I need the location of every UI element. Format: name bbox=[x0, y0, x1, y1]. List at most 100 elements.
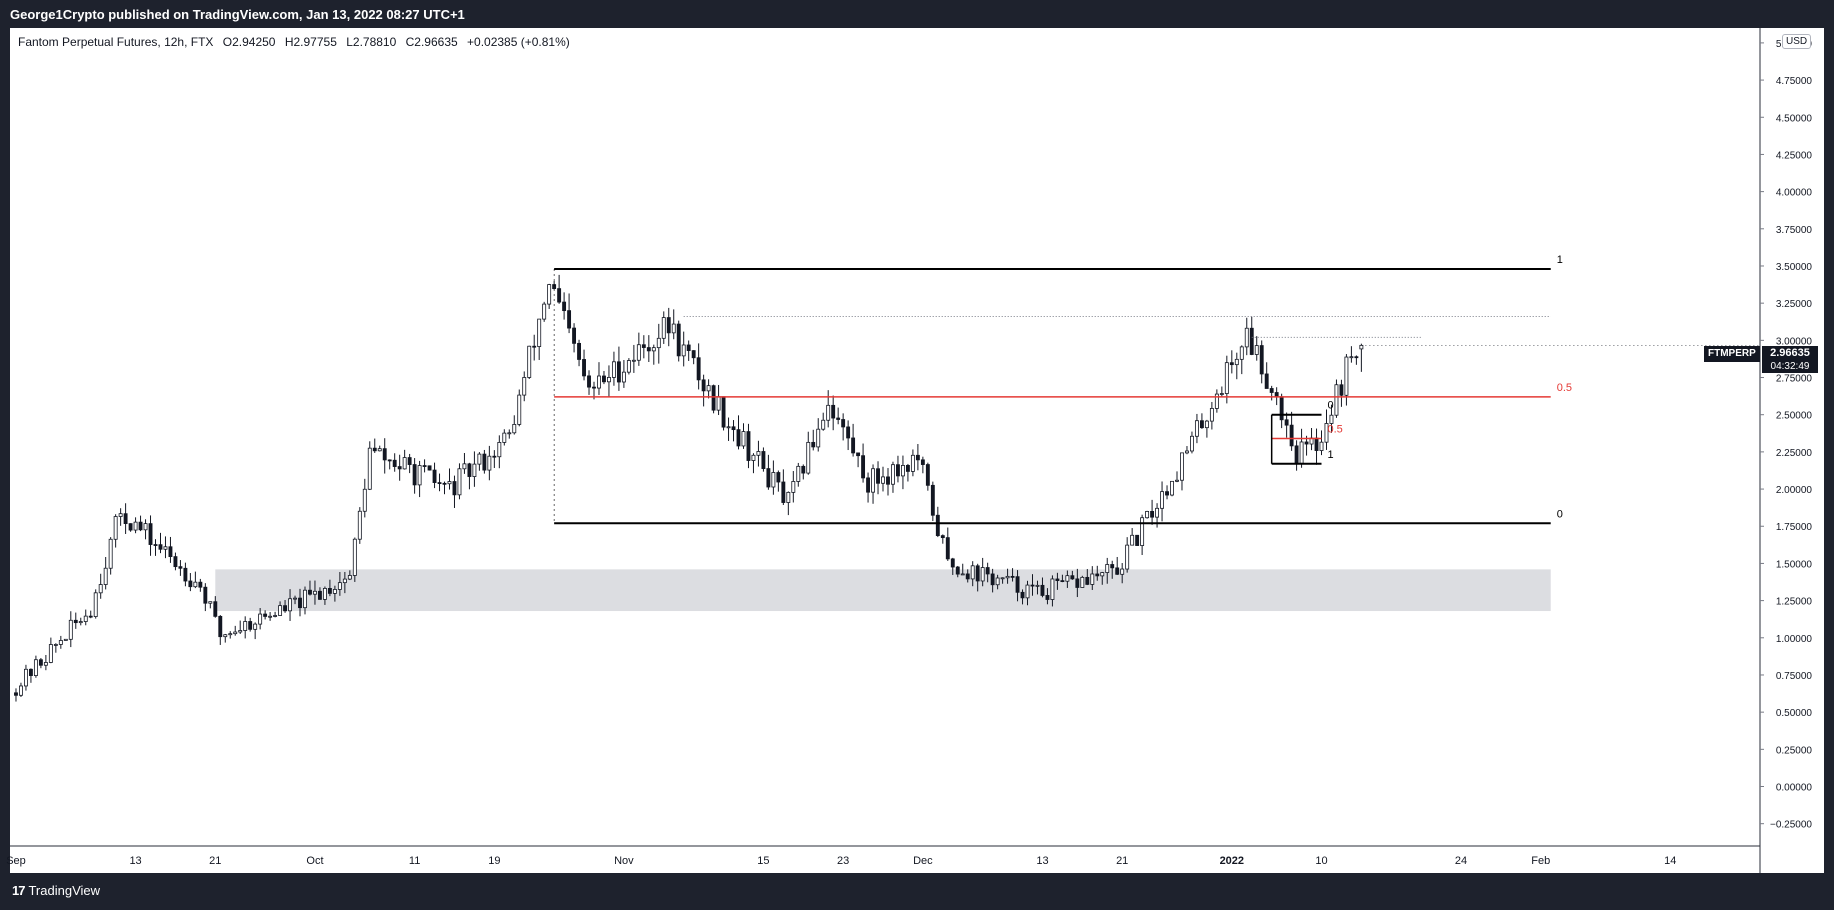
candle-up bbox=[1145, 511, 1150, 519]
legend-open: O2.94250 bbox=[222, 35, 276, 49]
candle-down bbox=[158, 544, 163, 550]
candle-down bbox=[28, 668, 33, 676]
candle-up bbox=[791, 481, 796, 493]
candle-down bbox=[861, 455, 866, 479]
candle-up bbox=[537, 318, 542, 347]
x-tick-label: 19 bbox=[488, 855, 500, 867]
candle-down bbox=[392, 459, 397, 467]
candle-down bbox=[920, 459, 925, 465]
candle-up bbox=[78, 621, 83, 624]
candle-up bbox=[477, 453, 482, 465]
candle-up bbox=[1000, 577, 1005, 580]
candle-down bbox=[776, 472, 781, 483]
candle-up bbox=[208, 601, 213, 604]
candle-up bbox=[796, 465, 801, 482]
candle-down bbox=[1150, 511, 1155, 518]
candle-down bbox=[616, 361, 621, 383]
candle-down bbox=[442, 482, 447, 485]
countdown-label: 04:32:49 bbox=[1770, 361, 1810, 372]
candle-up bbox=[1125, 544, 1130, 570]
candle-down bbox=[38, 659, 43, 666]
candle-up bbox=[58, 640, 63, 645]
footer-bar: 17 TradingView bbox=[0, 873, 1834, 910]
candle-up bbox=[472, 463, 477, 477]
candle-up bbox=[970, 565, 975, 580]
candle-up bbox=[223, 634, 228, 638]
candle-up bbox=[1090, 573, 1095, 585]
candle-down bbox=[781, 481, 786, 503]
candle-down bbox=[1294, 445, 1299, 464]
symbol-badge: FTMPERP bbox=[1704, 346, 1760, 362]
candles-layer bbox=[14, 274, 1364, 702]
y-tick-label: 4.00000 bbox=[1776, 188, 1813, 199]
candle-up bbox=[48, 644, 53, 663]
candle-down bbox=[1135, 534, 1140, 546]
candle-up bbox=[517, 394, 522, 425]
candle-up bbox=[1100, 572, 1105, 577]
candle-up bbox=[313, 590, 317, 595]
candle-down bbox=[492, 455, 497, 458]
last-price-badge: 2.96635 04:32:49 bbox=[1762, 346, 1818, 373]
candle-down bbox=[811, 441, 816, 448]
candle-up bbox=[771, 472, 776, 488]
x-tick-label: Oct bbox=[306, 855, 323, 867]
candle-up bbox=[1344, 356, 1349, 396]
x-tick-label: Dec bbox=[913, 855, 933, 867]
candle-up bbox=[1194, 420, 1199, 437]
candle-down bbox=[766, 468, 771, 488]
candle-up bbox=[98, 584, 103, 594]
currency-button[interactable]: USD bbox=[1782, 34, 1812, 49]
candle-down bbox=[686, 344, 691, 351]
candle-down bbox=[646, 347, 651, 352]
candle-down bbox=[641, 344, 646, 348]
tradingview-logo[interactable]: 17 TradingView bbox=[12, 883, 100, 898]
x-tick-label: 2022 bbox=[1220, 855, 1244, 867]
candle-up bbox=[995, 577, 1000, 586]
candle-up bbox=[1224, 362, 1229, 394]
candle-up bbox=[243, 621, 248, 631]
fib-level-label: 1 bbox=[1328, 449, 1334, 461]
candle-down bbox=[1020, 591, 1025, 599]
candle-down bbox=[1249, 327, 1254, 355]
candle-up bbox=[651, 347, 656, 352]
candle-up bbox=[1175, 479, 1179, 482]
candle-down bbox=[1110, 564, 1115, 569]
candle-up bbox=[288, 598, 292, 612]
candle-up bbox=[756, 451, 761, 456]
candle-up bbox=[233, 631, 238, 635]
candle-up bbox=[163, 546, 168, 550]
candle-up bbox=[1155, 507, 1160, 518]
candle-down bbox=[711, 385, 716, 411]
chart-panel[interactable] bbox=[10, 28, 1824, 873]
candle-up bbox=[607, 377, 611, 383]
candle-up bbox=[681, 344, 686, 357]
candle-up bbox=[293, 597, 297, 600]
candle-up bbox=[597, 375, 601, 389]
candle-down bbox=[387, 459, 392, 462]
candle-down bbox=[1354, 356, 1359, 359]
candle-up bbox=[1080, 576, 1085, 588]
candle-down bbox=[905, 465, 910, 472]
candle-up bbox=[542, 303, 547, 320]
candle-up bbox=[891, 464, 895, 485]
candle-up bbox=[1180, 452, 1184, 481]
candle-up bbox=[332, 589, 337, 594]
y-tick-label: 2.50000 bbox=[1776, 411, 1813, 422]
fib-levels-layer: 1 0.5 0 0 0.5 1 bbox=[553, 254, 1760, 525]
candle-up bbox=[1319, 441, 1324, 451]
candle-up bbox=[636, 344, 641, 361]
candle-up bbox=[547, 284, 552, 305]
candle-up bbox=[1299, 441, 1304, 464]
candle-down bbox=[1030, 584, 1035, 587]
candle-down bbox=[746, 431, 751, 461]
candle-up bbox=[258, 613, 263, 625]
candle-up bbox=[238, 630, 243, 633]
candle-up bbox=[133, 521, 138, 531]
candle-up bbox=[751, 454, 756, 461]
y-tick-label: 0.50000 bbox=[1776, 708, 1813, 719]
candle-up bbox=[1050, 578, 1055, 600]
candle-up bbox=[621, 371, 626, 383]
candle-down bbox=[846, 426, 851, 439]
candle-down bbox=[1040, 584, 1045, 596]
